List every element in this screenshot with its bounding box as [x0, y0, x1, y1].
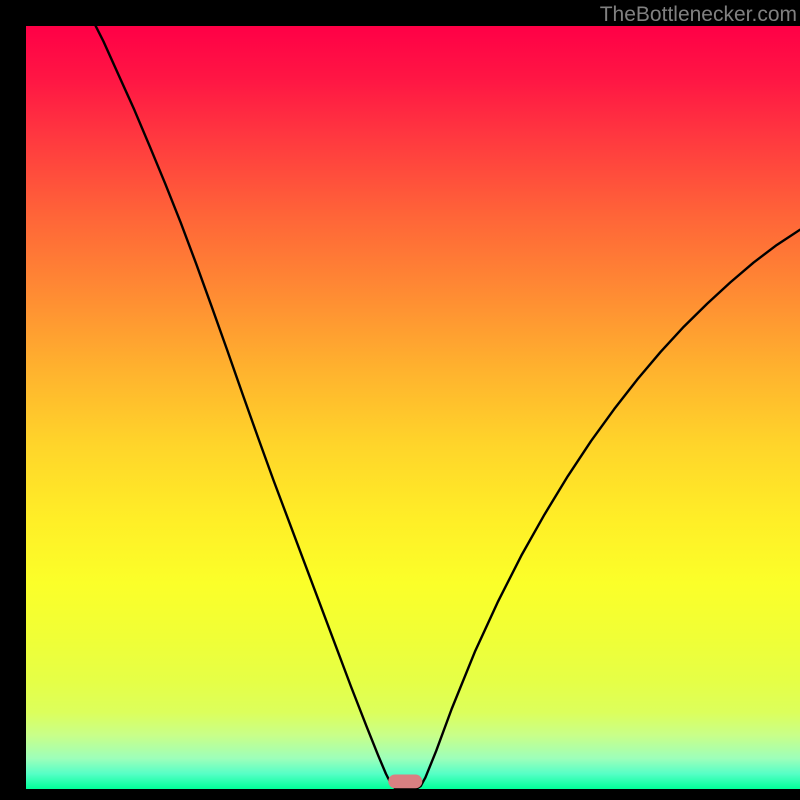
watermark-label: TheBottlenecker.com	[600, 3, 797, 26]
plot-background	[26, 26, 800, 789]
optimal-marker	[388, 775, 422, 789]
chart-svg: TheBottlenecker.com	[0, 0, 800, 800]
bottleneck-chart: TheBottlenecker.com	[0, 0, 800, 800]
